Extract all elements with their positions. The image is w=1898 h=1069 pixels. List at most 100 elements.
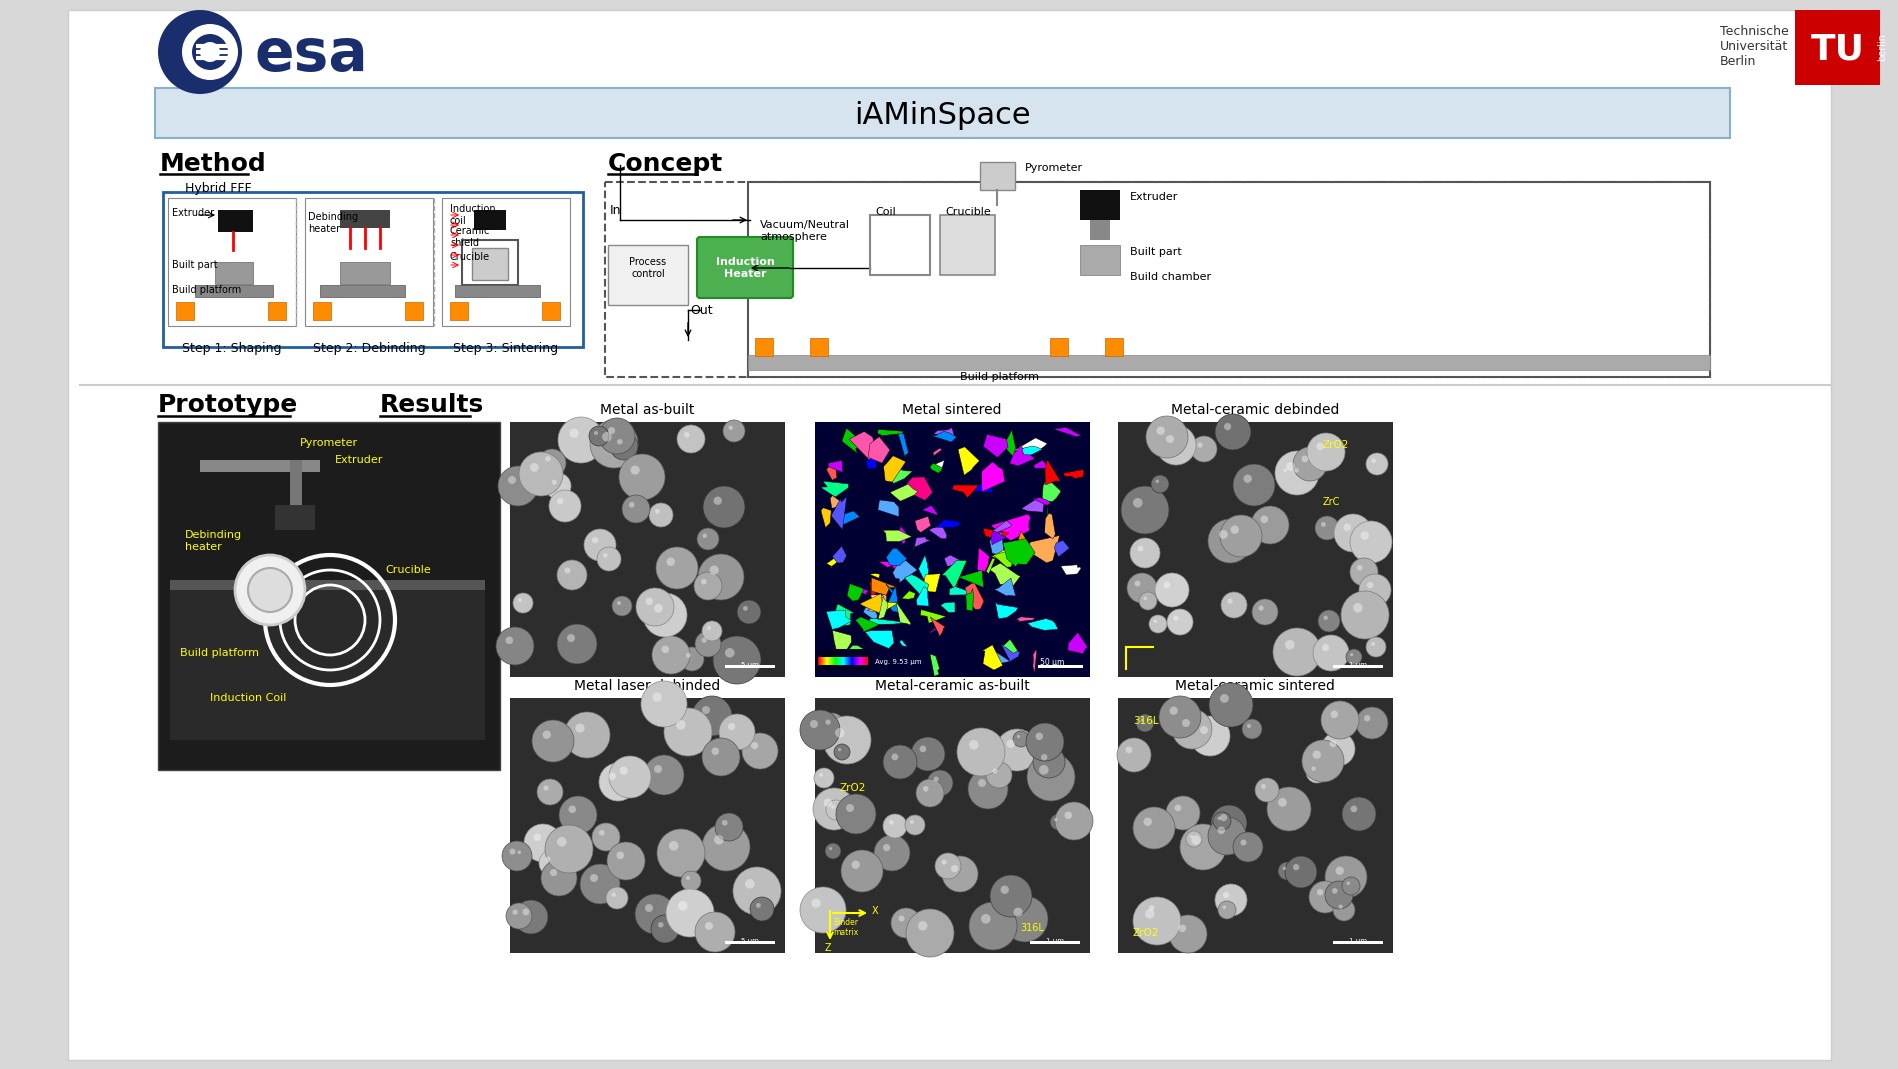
- Text: Avg. 9.53 μm: Avg. 9.53 μm: [875, 659, 921, 665]
- Circle shape: [1186, 831, 1201, 847]
- Circle shape: [541, 859, 577, 896]
- Circle shape: [1173, 616, 1179, 621]
- Text: Vacuum/Neutral
atmosphere: Vacuum/Neutral atmosphere: [759, 220, 850, 242]
- Bar: [869, 215, 930, 275]
- Polygon shape: [951, 485, 979, 498]
- Bar: [442, 198, 569, 326]
- Bar: [450, 303, 467, 320]
- Bar: [313, 303, 330, 320]
- Circle shape: [1287, 462, 1312, 486]
- Circle shape: [1285, 640, 1294, 650]
- Circle shape: [683, 432, 689, 437]
- Circle shape: [1017, 735, 1019, 739]
- Polygon shape: [1044, 513, 1055, 539]
- Circle shape: [917, 921, 926, 931]
- Circle shape: [837, 748, 841, 752]
- Polygon shape: [930, 520, 958, 528]
- Polygon shape: [917, 587, 928, 606]
- Circle shape: [968, 902, 1017, 950]
- Circle shape: [926, 770, 953, 796]
- Polygon shape: [869, 594, 883, 609]
- Bar: [755, 338, 772, 356]
- Circle shape: [1034, 732, 1042, 740]
- Circle shape: [685, 876, 689, 880]
- Circle shape: [818, 773, 822, 777]
- Circle shape: [833, 744, 850, 760]
- Circle shape: [1241, 719, 1262, 739]
- Bar: [1794, 10, 1879, 86]
- Polygon shape: [837, 511, 860, 527]
- Circle shape: [1342, 524, 1349, 531]
- Circle shape: [968, 740, 977, 749]
- Polygon shape: [930, 653, 940, 677]
- Circle shape: [941, 859, 947, 865]
- Circle shape: [1274, 451, 1319, 495]
- Bar: [156, 88, 1729, 138]
- Bar: [816, 649, 871, 671]
- Circle shape: [556, 560, 586, 590]
- Circle shape: [883, 814, 907, 838]
- Bar: [1038, 665, 1082, 668]
- Text: Step 3: Sintering: Step 3: Sintering: [454, 342, 558, 355]
- Circle shape: [676, 721, 685, 730]
- Polygon shape: [896, 602, 911, 625]
- Circle shape: [1321, 732, 1355, 766]
- Circle shape: [681, 871, 700, 890]
- Circle shape: [714, 496, 721, 505]
- Circle shape: [1152, 620, 1156, 623]
- Circle shape: [585, 529, 615, 561]
- Circle shape: [558, 417, 604, 463]
- Circle shape: [598, 830, 604, 836]
- Circle shape: [643, 593, 687, 637]
- Circle shape: [750, 742, 757, 749]
- Circle shape: [888, 820, 894, 825]
- Circle shape: [590, 874, 598, 882]
- Circle shape: [1144, 416, 1188, 458]
- Circle shape: [158, 10, 241, 94]
- Circle shape: [1220, 592, 1247, 618]
- Circle shape: [1055, 802, 1093, 840]
- Circle shape: [505, 636, 512, 645]
- Bar: [541, 303, 560, 320]
- Circle shape: [1224, 423, 1230, 430]
- Polygon shape: [1031, 497, 1050, 506]
- Circle shape: [1025, 723, 1063, 761]
- Circle shape: [1349, 521, 1391, 563]
- Circle shape: [1302, 740, 1344, 783]
- Polygon shape: [829, 495, 839, 508]
- Circle shape: [657, 921, 662, 928]
- Polygon shape: [943, 555, 964, 568]
- Circle shape: [1277, 797, 1287, 807]
- Circle shape: [1154, 573, 1188, 607]
- Circle shape: [1239, 839, 1245, 846]
- Circle shape: [1300, 455, 1308, 462]
- Circle shape: [702, 706, 710, 714]
- Polygon shape: [865, 618, 902, 624]
- Circle shape: [1338, 904, 1342, 909]
- Polygon shape: [991, 548, 1015, 559]
- Circle shape: [890, 908, 921, 938]
- Circle shape: [995, 729, 1038, 771]
- Circle shape: [501, 841, 531, 871]
- Circle shape: [607, 842, 645, 880]
- Bar: [340, 210, 389, 228]
- Polygon shape: [991, 551, 1017, 568]
- Circle shape: [1169, 707, 1177, 715]
- Text: 50 μm: 50 μm: [1040, 659, 1063, 667]
- Circle shape: [822, 716, 871, 764]
- Text: Crucible: Crucible: [385, 566, 431, 575]
- Circle shape: [1163, 582, 1169, 588]
- Text: Metal laser debinded: Metal laser debinded: [573, 679, 719, 693]
- Circle shape: [518, 452, 562, 496]
- Text: Metal-ceramic sintered: Metal-ceramic sintered: [1175, 679, 1334, 693]
- Circle shape: [558, 796, 596, 834]
- Polygon shape: [1067, 632, 1088, 654]
- Circle shape: [824, 799, 831, 807]
- Circle shape: [702, 533, 706, 538]
- Circle shape: [1346, 649, 1361, 665]
- Circle shape: [845, 804, 854, 812]
- Circle shape: [750, 897, 774, 921]
- Text: Binder
matrix: Binder matrix: [833, 918, 858, 938]
- Circle shape: [911, 737, 945, 771]
- Text: Coil: Coil: [875, 207, 896, 217]
